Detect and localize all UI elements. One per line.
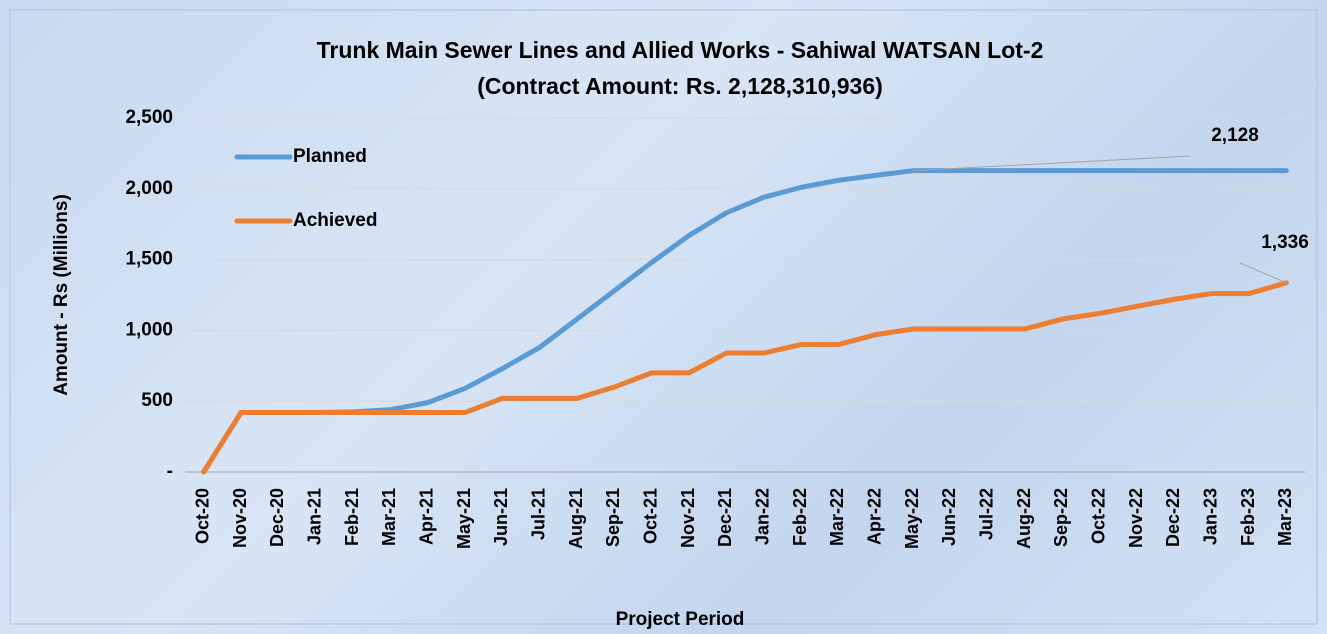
y-tick-label: - xyxy=(167,461,173,482)
x-tick-label: Nov-20 xyxy=(230,488,250,548)
legend-label: Planned xyxy=(293,146,367,167)
x-tick-label: May-22 xyxy=(902,488,922,549)
x-tick-label: Jan-23 xyxy=(1200,488,1220,545)
x-tick-label: Dec-22 xyxy=(1163,488,1183,547)
y-tick-label: 500 xyxy=(141,390,173,411)
chart-title: Trunk Main Sewer Lines and Allied Works … xyxy=(317,37,1044,63)
x-tick-label: Jan-22 xyxy=(752,488,772,545)
y-tick-label: 2,500 xyxy=(125,107,173,128)
x-tick-label: Jun-22 xyxy=(939,488,959,546)
x-tick-label: Apr-21 xyxy=(416,488,436,545)
x-tick-label: Oct-22 xyxy=(1088,488,1108,544)
x-tick-label: May-21 xyxy=(454,488,474,549)
data-label: 1,336 xyxy=(1261,232,1309,253)
frame xyxy=(9,9,1318,625)
x-tick-label: Nov-22 xyxy=(1126,488,1146,548)
data-label: 2,128 xyxy=(1211,125,1259,146)
x-axis-title: Project Period xyxy=(616,609,745,630)
y-tick-label: 1,000 xyxy=(125,319,173,340)
x-tick-label: Jun-21 xyxy=(491,488,511,546)
x-tick-label: Feb-23 xyxy=(1238,488,1258,546)
x-tick-label: Apr-22 xyxy=(864,488,884,545)
x-tick-label: Jan-21 xyxy=(304,488,324,545)
x-tick-label: Feb-21 xyxy=(342,488,362,546)
y-tick-label: 2,000 xyxy=(125,178,173,199)
x-tick-label: Mar-23 xyxy=(1275,488,1295,546)
chart-subtitle: (Contract Amount: Rs. 2,128,310,936) xyxy=(477,73,883,99)
leader-line xyxy=(1239,262,1287,284)
x-tick-label: Mar-22 xyxy=(827,488,847,546)
x-tick-label: Oct-20 xyxy=(192,488,212,544)
x-tick-label: Sep-22 xyxy=(1051,488,1071,547)
x-tick-label: Mar-21 xyxy=(379,488,399,546)
x-tick-label: Nov-21 xyxy=(678,488,698,548)
y-axis-title: Amount - Rs (Millions) xyxy=(51,194,72,396)
x-tick-label: Jul-21 xyxy=(528,488,548,540)
x-tick-label: Feb-22 xyxy=(790,488,810,546)
x-tick-label: Sep-21 xyxy=(603,488,623,547)
x-tick-label: Aug-21 xyxy=(566,488,586,549)
x-tick-label: Jul-22 xyxy=(976,488,996,540)
x-tick-label: Dec-21 xyxy=(715,488,735,547)
x-tick-label: Aug-22 xyxy=(1014,488,1034,549)
leader-line xyxy=(912,155,1191,172)
x-tick-label: Oct-21 xyxy=(640,488,660,544)
x-tick-label: Dec-20 xyxy=(267,488,287,547)
y-tick-label: 1,500 xyxy=(125,249,173,270)
series-line xyxy=(201,280,1289,475)
legend-label: Achieved xyxy=(293,210,377,231)
